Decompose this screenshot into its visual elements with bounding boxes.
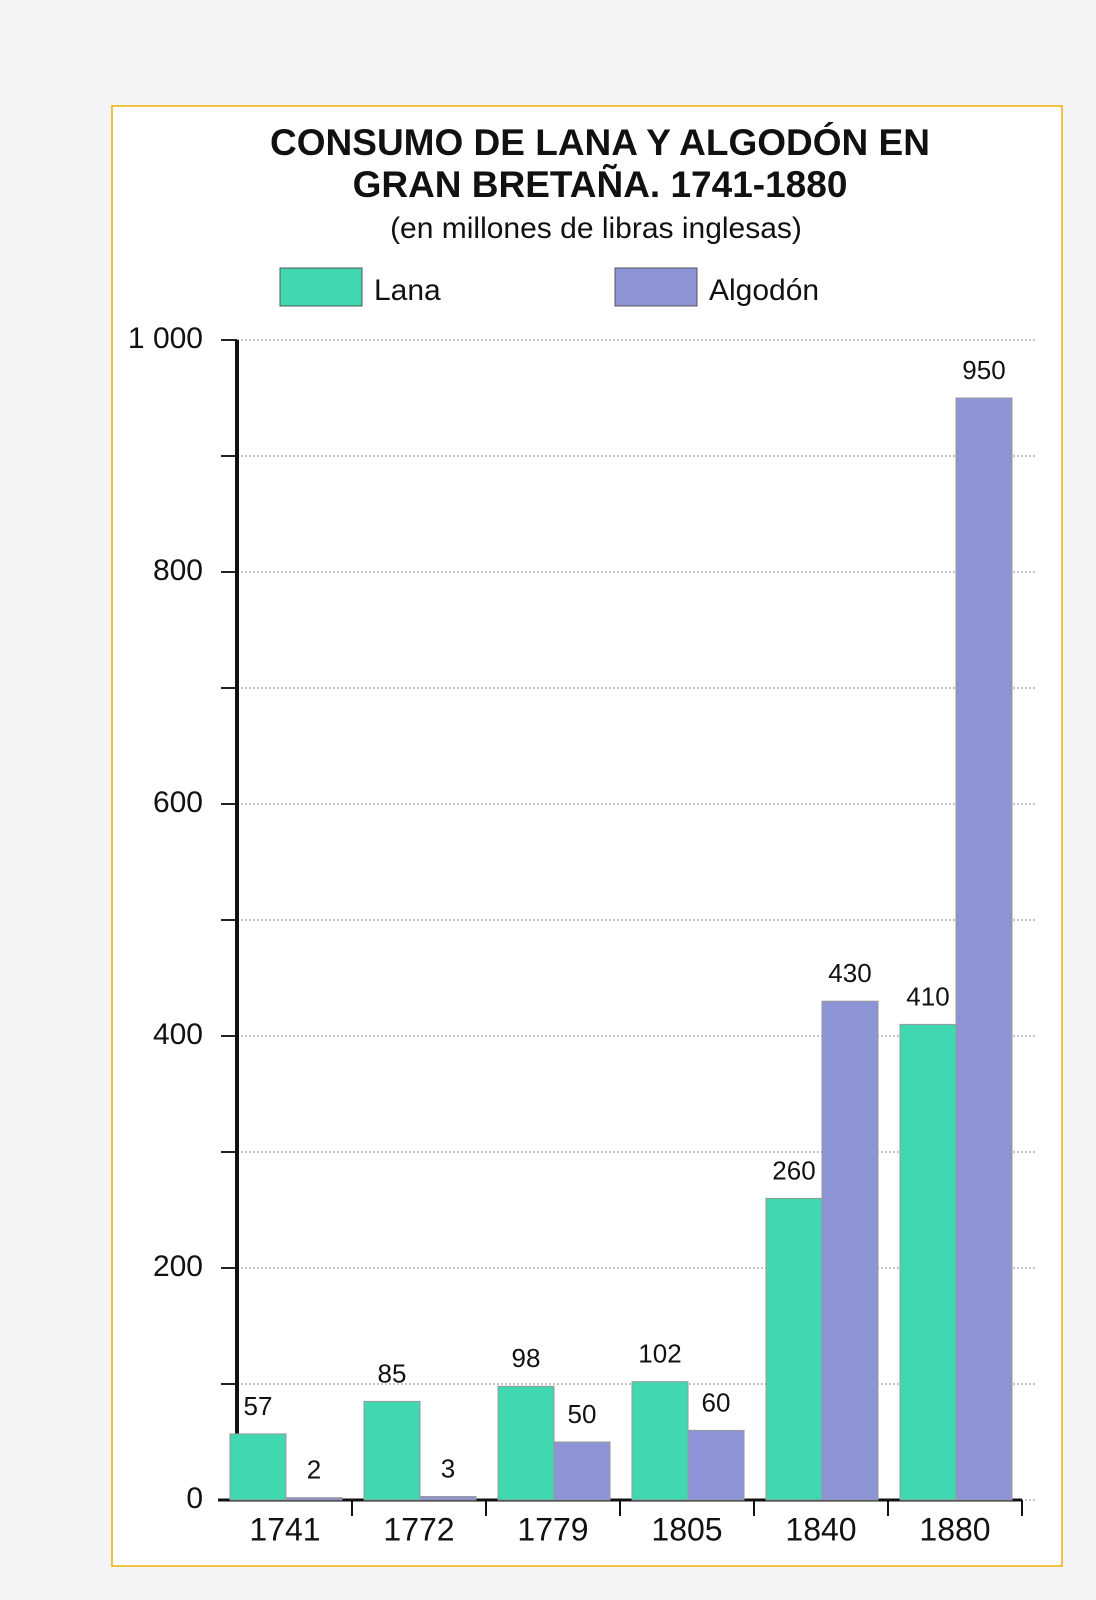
data-label: 60 bbox=[702, 1387, 731, 1417]
bar bbox=[229, 1433, 287, 1501]
legend-label: Lana bbox=[374, 274, 441, 307]
data-label: 50 bbox=[568, 1399, 597, 1429]
bar bbox=[687, 1429, 745, 1501]
bar bbox=[285, 1497, 343, 1501]
bar bbox=[419, 1496, 477, 1501]
y-tick-label: 0 bbox=[186, 1482, 203, 1515]
x-tick-label: 1741 bbox=[249, 1511, 320, 1547]
data-label: 98 bbox=[512, 1343, 541, 1373]
data-label: 950 bbox=[962, 355, 1005, 385]
data-label: 102 bbox=[638, 1339, 681, 1369]
x-tick-label: 1772 bbox=[383, 1511, 454, 1547]
x-tick-label: 1880 bbox=[919, 1511, 990, 1547]
y-tick-label: 400 bbox=[153, 1018, 203, 1051]
x-tick-label: 1840 bbox=[785, 1511, 856, 1547]
chart-title: CONSUMO DE LANA Y ALGODÓN EN GRAN BRETAÑ… bbox=[270, 122, 930, 205]
data-label: 57 bbox=[244, 1391, 273, 1421]
bar bbox=[821, 1000, 879, 1501]
y-tick-label: 200 bbox=[153, 1250, 203, 1283]
bar bbox=[363, 1400, 421, 1501]
chart-subtitle: (en millones de libras inglesas) bbox=[390, 212, 802, 245]
legend-swatch bbox=[614, 267, 698, 307]
bar bbox=[497, 1385, 555, 1501]
bar bbox=[553, 1441, 611, 1501]
legend-label: Algodón bbox=[709, 274, 819, 307]
data-label: 410 bbox=[906, 981, 949, 1011]
data-label: 2 bbox=[307, 1455, 321, 1485]
data-label: 85 bbox=[378, 1358, 407, 1388]
legend-swatch bbox=[279, 267, 363, 307]
x-tick-label: 1805 bbox=[651, 1511, 722, 1547]
y-tick-label: 800 bbox=[153, 554, 203, 587]
bar bbox=[955, 397, 1013, 1501]
y-tick-label: 600 bbox=[153, 786, 203, 819]
data-label: 430 bbox=[828, 958, 871, 988]
x-tick-label: 1779 bbox=[517, 1511, 588, 1547]
bar bbox=[765, 1197, 823, 1501]
data-label: 260 bbox=[772, 1155, 815, 1185]
bar bbox=[899, 1023, 957, 1501]
y-tick-label: 1 000 bbox=[128, 322, 203, 355]
bar bbox=[631, 1381, 689, 1501]
data-label: 3 bbox=[441, 1453, 455, 1483]
